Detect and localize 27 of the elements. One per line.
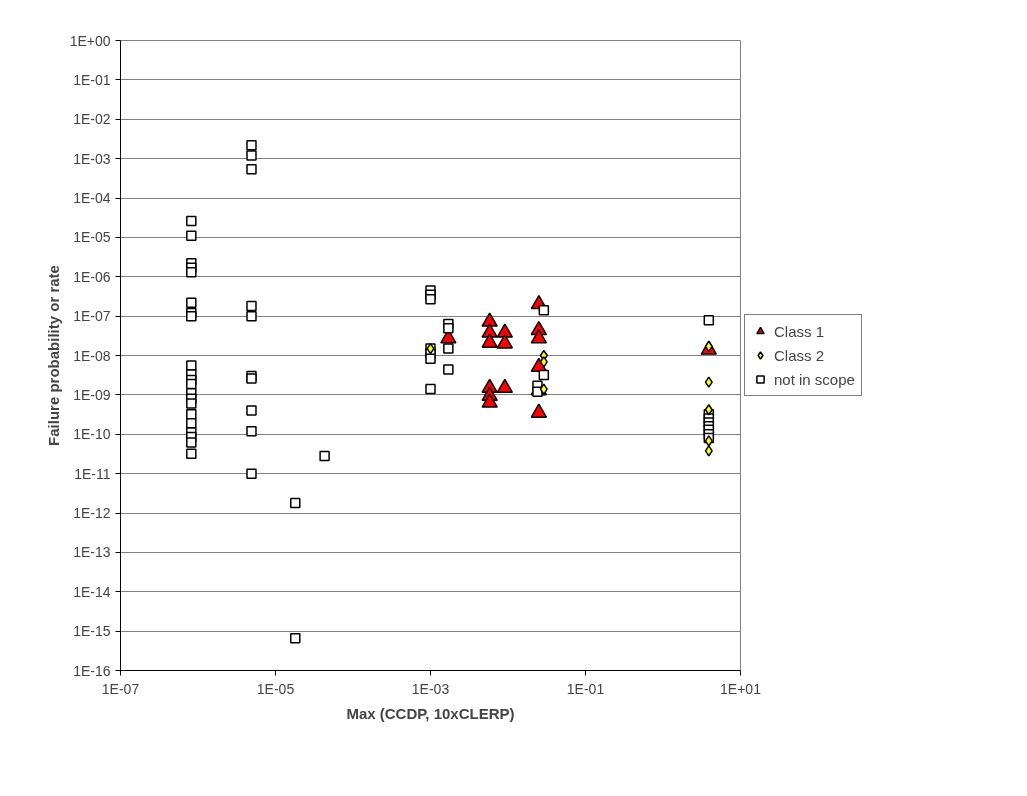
x-tick-label: 1E-07: [101, 680, 140, 697]
x-tick-label: 1E-05: [256, 680, 295, 697]
legend-label: Class 2: [774, 346, 825, 364]
y-tick-label: 1E-05: [73, 229, 111, 246]
y-tick-label: 1E-10: [73, 426, 111, 443]
y-axis-title: Failure probability or rate: [44, 265, 62, 446]
legend-label: not in scope: [774, 370, 855, 388]
y-tick-label: 1E-06: [73, 268, 111, 285]
legend-label: Class 1: [774, 322, 825, 340]
y-tick-label: 1E-13: [73, 544, 111, 561]
y-tick-label: 1E-03: [73, 150, 111, 167]
y-tick-label: 1E-07: [73, 308, 111, 325]
x-axis-title: Max (CCDP, 10xCLERP): [346, 704, 515, 722]
x-tick-label: 1E+01: [720, 680, 762, 697]
y-tick-label: 1E-14: [73, 583, 111, 600]
y-tick-label: 1E-08: [73, 347, 111, 364]
y-tick-label: 1E-15: [73, 623, 111, 640]
y-tick-label: 1E-01: [73, 71, 111, 88]
y-tick-label: 1E+00: [69, 32, 111, 49]
x-tick-label: 1E-01: [566, 680, 605, 697]
y-tick-label: 1E-09: [73, 386, 111, 403]
y-tick-label: 1E-11: [74, 465, 111, 482]
y-tick-label: 1E-02: [73, 111, 111, 128]
y-tick-label: 1E-04: [73, 190, 111, 206]
y-tick-label: 1E-16: [73, 662, 111, 679]
y-tick-label: 1E-12: [73, 505, 111, 521]
x-tick-label: 1E-03: [411, 680, 450, 697]
